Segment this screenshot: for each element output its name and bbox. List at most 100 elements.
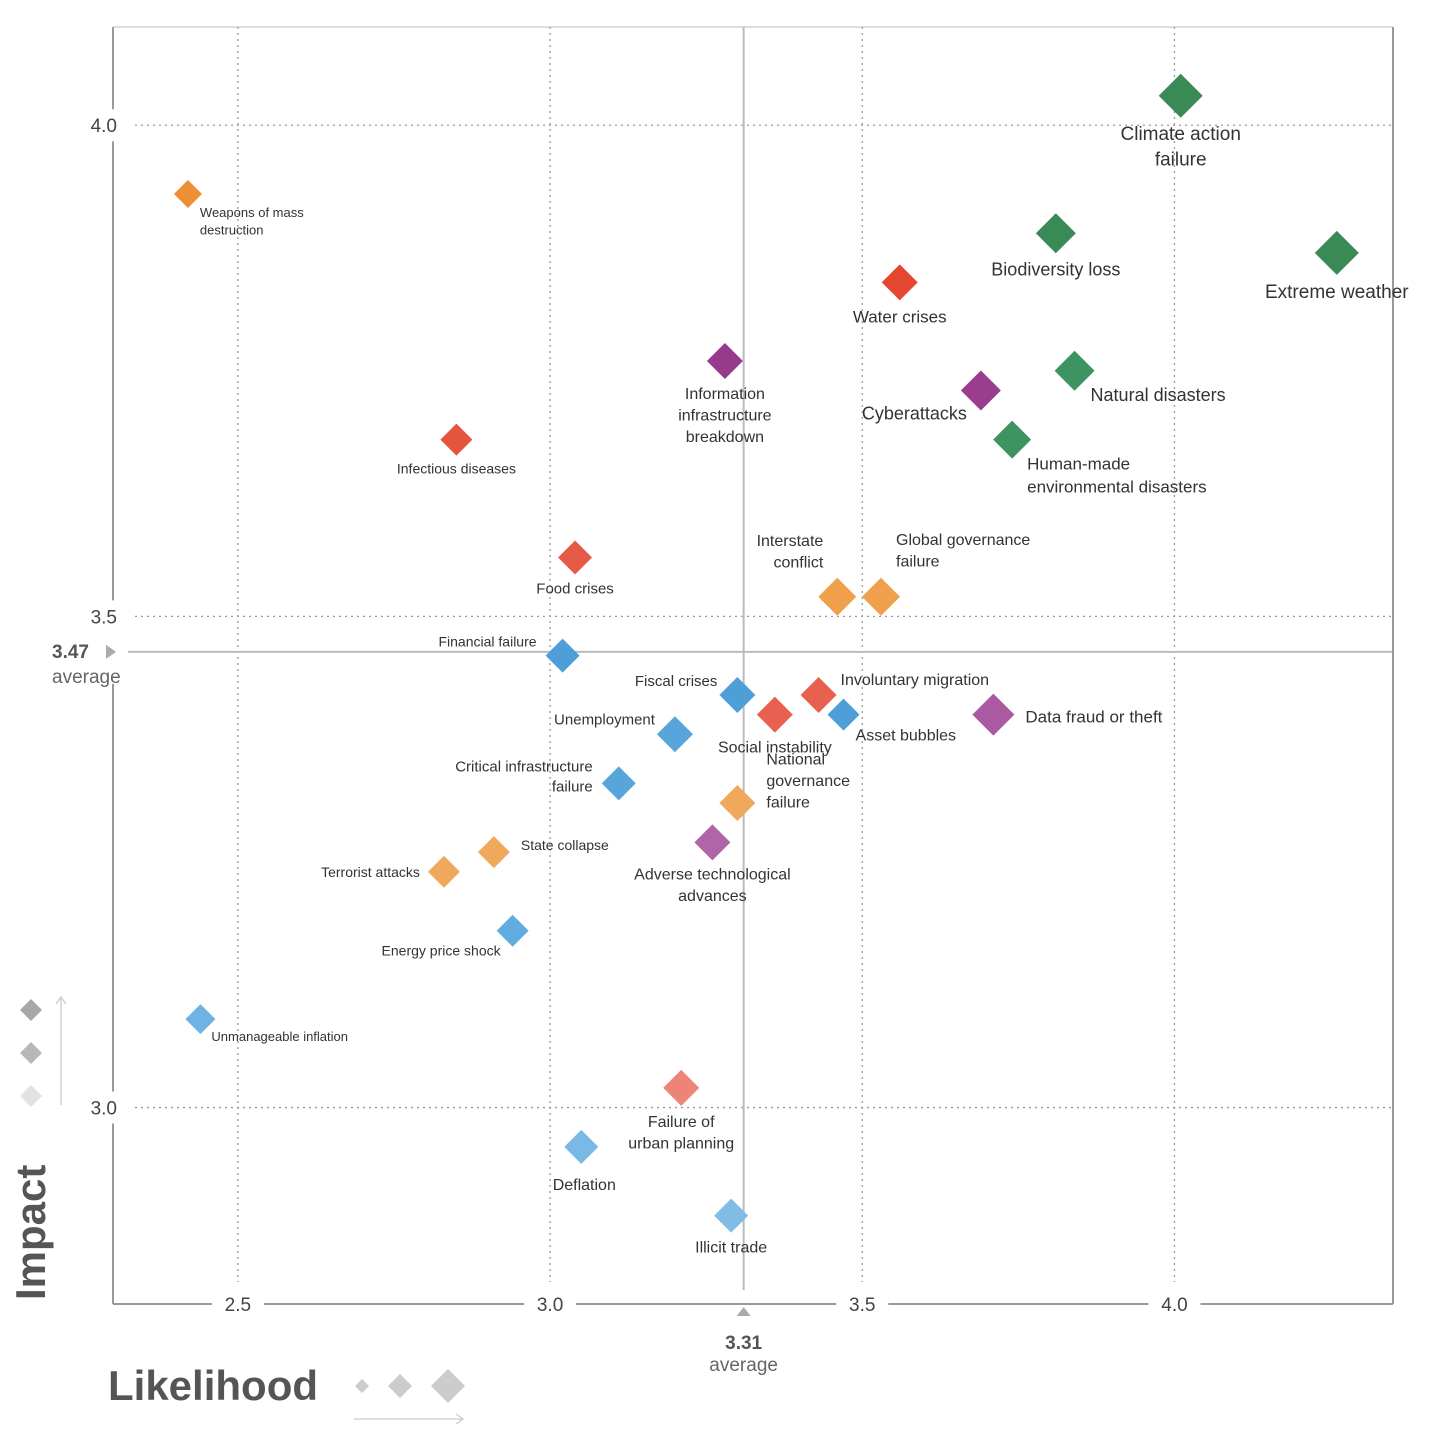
point-label: Energy price shock bbox=[382, 943, 502, 959]
point-label: Adverse technological bbox=[634, 866, 791, 883]
point-label: Global governance bbox=[896, 532, 1030, 549]
data-point[interactable]: Natural disasters bbox=[1054, 350, 1226, 405]
point-label: Climate action bbox=[1121, 124, 1241, 145]
y-tick-bg bbox=[83, 109, 133, 142]
point-label: Human-made bbox=[1027, 455, 1130, 474]
point-label: Financial failure bbox=[438, 634, 536, 650]
diamond-marker bbox=[427, 855, 460, 888]
point-label: Natural disasters bbox=[1091, 385, 1226, 405]
data-point[interactable]: Extreme weather bbox=[1265, 230, 1409, 303]
diamond-marker bbox=[1035, 213, 1076, 254]
y-tick-label: 3.5 bbox=[91, 607, 117, 628]
point-label: failure bbox=[896, 554, 940, 571]
point-label: environmental disasters bbox=[1027, 478, 1207, 497]
data-point[interactable]: Biodiversity loss bbox=[991, 213, 1120, 279]
point-label: advances bbox=[678, 888, 747, 905]
data-point[interactable]: Energy price shock bbox=[382, 914, 529, 959]
point-label: destruction bbox=[200, 223, 264, 238]
point-label: Information bbox=[685, 386, 765, 403]
diamond-marker bbox=[862, 577, 900, 616]
likelihood-scale-diamond-icon bbox=[388, 1374, 412, 1398]
data-point[interactable]: Food crises bbox=[536, 540, 614, 597]
data-point[interactable]: Cyberattacks bbox=[862, 370, 1001, 423]
impact-scale-diamond-icon bbox=[20, 1085, 42, 1107]
data-point[interactable]: Adverse technological advances bbox=[634, 824, 791, 905]
point-label: Cyberattacks bbox=[862, 403, 967, 423]
diamond-marker bbox=[714, 1198, 749, 1233]
diamond-marker bbox=[972, 693, 1015, 736]
point-label: conflict bbox=[773, 555, 823, 572]
grid bbox=[135, 27, 1393, 1282]
y-tick-label: 3.0 bbox=[91, 1099, 117, 1120]
diamond-marker bbox=[719, 785, 756, 822]
y-average-value: 3.47 bbox=[52, 642, 89, 663]
x-axis-title: Likelihood bbox=[108, 1362, 318, 1409]
data-point[interactable]: Asset bubbles bbox=[827, 698, 957, 745]
point-label: Water crises bbox=[853, 307, 947, 326]
diamond-marker bbox=[800, 676, 837, 713]
y-tick-bg bbox=[83, 1091, 133, 1124]
diamond-marker bbox=[960, 370, 1001, 411]
data-point[interactable]: Global governance failure bbox=[862, 532, 1030, 616]
y-average-label: average bbox=[52, 667, 121, 688]
y-average-bg bbox=[48, 629, 128, 684]
diamond-marker bbox=[477, 836, 510, 869]
x-tick-label: 3.0 bbox=[537, 1295, 563, 1316]
data-points: Climate action failure Extreme weather Biod… bbox=[173, 73, 1409, 1257]
diamond-marker bbox=[440, 423, 473, 456]
data-point[interactable]: Information infrastructure breakdown bbox=[678, 342, 772, 446]
point-label: Data fraud or theft bbox=[1025, 708, 1162, 727]
diamond-marker bbox=[656, 716, 693, 753]
data-point[interactable]: Human-made environmental disasters bbox=[993, 420, 1207, 497]
likelihood-scale-diamond-icon bbox=[355, 1379, 369, 1393]
point-label: urban planning bbox=[628, 1135, 734, 1152]
impact-scale-diamond-icon bbox=[20, 1042, 42, 1064]
diamond-marker bbox=[496, 914, 529, 947]
point-label: Infectious diseases bbox=[397, 461, 516, 477]
point-label: failure bbox=[1155, 149, 1207, 170]
data-point[interactable]: Interstate conflict bbox=[757, 533, 857, 616]
point-label: failure bbox=[552, 779, 593, 796]
tick-labels: 2.5 3.0 3.5 4.0 3.0 3.5 4.0 bbox=[83, 109, 1201, 1318]
data-point[interactable]: National governance failure bbox=[719, 751, 850, 822]
x-average-value: 3.31 bbox=[725, 1333, 762, 1354]
y-axis-title: Impact bbox=[7, 1165, 54, 1300]
data-point[interactable]: Infectious diseases bbox=[397, 423, 516, 477]
data-point[interactable]: State collapse bbox=[477, 836, 609, 869]
x-tick-label: 3.5 bbox=[849, 1295, 875, 1316]
diamond-marker bbox=[719, 676, 756, 713]
data-point[interactable]: Terrorist attacks bbox=[321, 855, 460, 888]
diamond-marker bbox=[564, 1129, 599, 1164]
data-point[interactable]: Unmanageable inflation bbox=[185, 1004, 348, 1044]
x-tick-bg bbox=[211, 1290, 264, 1318]
data-point[interactable]: Unemployment bbox=[554, 711, 693, 753]
point-label: Involuntary migration bbox=[841, 672, 990, 689]
point-label: Fiscal crises bbox=[635, 673, 718, 690]
diamond-marker bbox=[881, 264, 918, 301]
data-point[interactable]: Weapons of mass destruction bbox=[173, 179, 304, 238]
diamond-marker bbox=[694, 824, 731, 861]
point-label: Unmanageable inflation bbox=[211, 1029, 348, 1044]
data-point[interactable]: Data fraud or theft bbox=[972, 693, 1163, 736]
point-label: Illicit trade bbox=[695, 1240, 767, 1257]
data-point[interactable]: Social instability bbox=[718, 696, 832, 757]
diamond-marker bbox=[827, 698, 860, 731]
point-label: Weapons of mass bbox=[200, 205, 304, 220]
diamond-marker bbox=[1054, 350, 1095, 391]
data-point[interactable]: Critical infrastructure failure bbox=[455, 758, 636, 801]
impact-arrowhead-icon bbox=[55, 995, 67, 1005]
x-tick-bg bbox=[1148, 1290, 1201, 1318]
data-point[interactable]: Illicit trade bbox=[695, 1198, 767, 1257]
data-point[interactable]: Water crises bbox=[853, 264, 947, 326]
data-point[interactable]: Climate action failure bbox=[1121, 73, 1241, 171]
data-point[interactable]: Failure of urban planning bbox=[628, 1069, 734, 1153]
data-point[interactable]: Deflation bbox=[553, 1129, 616, 1194]
data-point[interactable]: Financial failure bbox=[438, 634, 580, 673]
point-label: State collapse bbox=[521, 837, 609, 853]
data-point[interactable]: Involuntary migration bbox=[800, 672, 990, 713]
data-point[interactable]: Fiscal crises bbox=[635, 673, 756, 713]
likelihood-arrowhead-icon bbox=[455, 1413, 465, 1425]
point-label: Biodiversity loss bbox=[991, 259, 1120, 279]
point-label: Unemployment bbox=[554, 711, 656, 728]
diamond-marker bbox=[545, 638, 580, 673]
